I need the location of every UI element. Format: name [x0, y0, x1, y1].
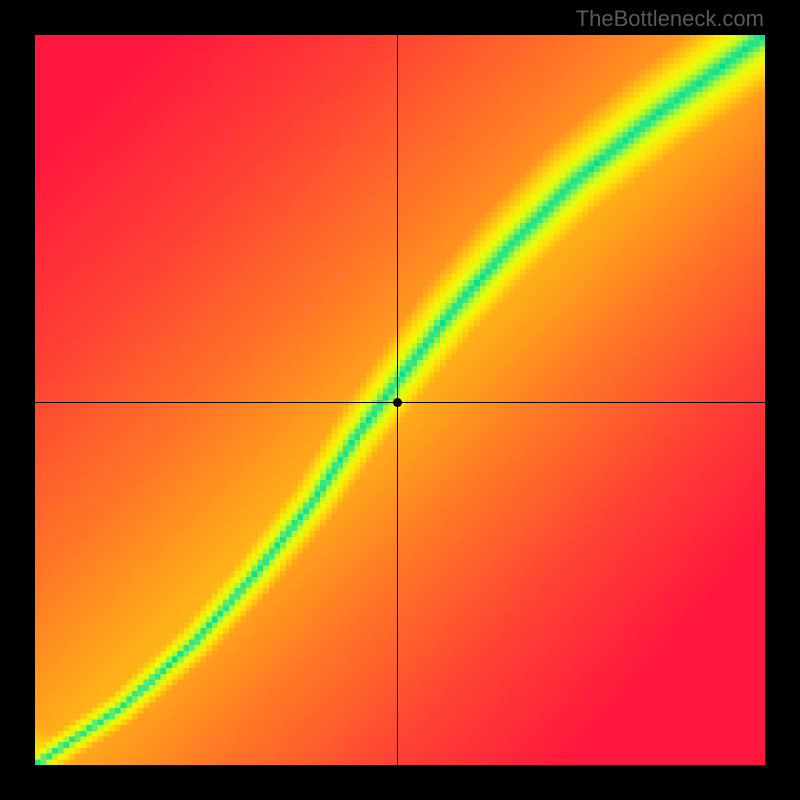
center-marker-dot — [393, 398, 402, 407]
heatmap-plot — [35, 35, 765, 765]
watermark-text: TheBottleneck.com — [576, 6, 764, 32]
